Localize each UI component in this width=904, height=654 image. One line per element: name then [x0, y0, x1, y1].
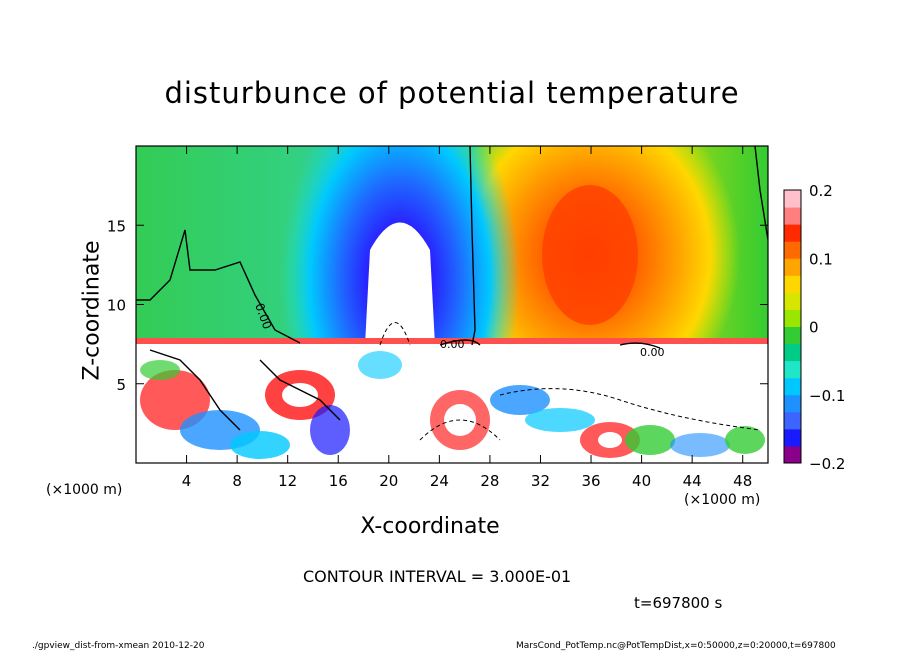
y-tick-label: 15 [107, 217, 126, 235]
x-tick-label: 32 [531, 472, 550, 490]
chart-title: disturbunce of potential temperature [164, 76, 740, 110]
x-tick-label: 36 [581, 472, 600, 490]
cold-core [365, 222, 435, 345]
x-tick-label: 28 [480, 472, 499, 490]
x-tick-label: 8 [232, 472, 242, 490]
colorbar-tick-label: 0.2 [809, 182, 833, 200]
y-tick-label: 10 [107, 297, 126, 315]
colorbar-swatch [784, 241, 801, 259]
y-axis-ticks: 5 10 15 [107, 217, 768, 394]
heatmap-field [136, 146, 768, 463]
x-tick-label: 44 [683, 472, 702, 490]
colorbar-tick-label: −0.2 [809, 455, 845, 473]
x-tick-label: 12 [278, 472, 297, 490]
footer-right: MarsCond_PotTemp.nc@PotTempDist,x=0:5000… [516, 641, 836, 651]
colorbar-swatch [784, 326, 801, 345]
x-unit-label-right: (×1000 m) [684, 492, 761, 508]
contour-interval: CONTOUR INTERVAL = 3.000E-01 [303, 567, 572, 586]
colorbar-swatch [784, 343, 801, 362]
colorbar-swatch [784, 309, 801, 327]
colorbar-swatch [784, 360, 801, 379]
x-tick-label: 48 [733, 472, 752, 490]
colorbar-swatch [784, 190, 801, 208]
x-axis-label: X-coordinate [360, 514, 500, 539]
x-tick-label: 40 [632, 472, 651, 490]
colorbar-swatch [784, 377, 801, 396]
colorbar-swatch [784, 275, 801, 293]
footer-left: ./gpview_dist-from-xmean 2010-12-20 [32, 641, 205, 651]
contour-label: 0.00 [640, 346, 665, 359]
colorbar-swatch [784, 224, 801, 242]
time-label: t=697800 s [634, 594, 723, 612]
colorbar-swatch [784, 428, 801, 447]
x-axis-ticks: 4 8 12 16 20 24 28 32 36 40 44 48 [182, 146, 752, 490]
colorbar-swatch [784, 292, 801, 310]
colorbar-swatch [784, 411, 801, 430]
contour-lines [136, 146, 768, 431]
colorbar-swatch [784, 258, 801, 276]
colorbar-tick-label: 0.1 [809, 250, 833, 268]
colorbar-frame [783, 189, 802, 464]
x-tick-label: 16 [329, 472, 348, 490]
colorbar [784, 190, 801, 464]
colorbar-ticks: 0.2 0.1 0 −0.1 −0.2 [809, 182, 845, 473]
x-unit-label: (×1000 m) [46, 482, 123, 498]
contour-label: 0.00 [440, 338, 465, 351]
colorbar-swatch [784, 445, 801, 464]
y-tick-label: 5 [116, 376, 126, 394]
colorbar-swatch [784, 207, 801, 225]
negative-contours [379, 322, 761, 441]
colorbar-swatch [784, 394, 801, 413]
colorbar-tick-label: −0.1 [809, 387, 845, 405]
x-tick-label: 24 [430, 472, 449, 490]
warm-core [542, 185, 638, 325]
x-tick-label: 4 [182, 472, 192, 490]
colorbar-tick-label: 0 [809, 319, 819, 337]
y-axis-label: Z-coordinate [79, 240, 105, 381]
x-tick-label: 20 [379, 472, 398, 490]
